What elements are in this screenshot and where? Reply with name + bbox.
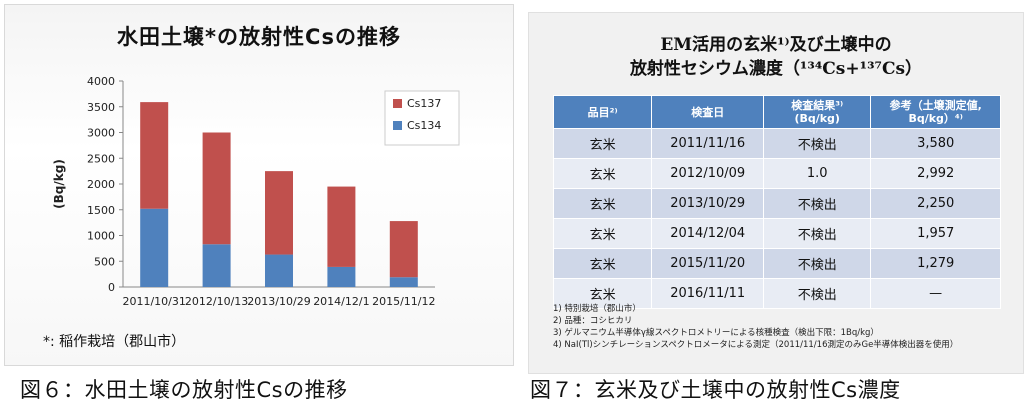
stacked-bar-chart: 0 500 1000 1500 2000 2500 3000 3500 4000 (Bq/kg) 2… — [52, 75, 460, 308]
cell-soil: 2,992 — [870, 158, 1001, 189]
chart-title: 水田土壌*の放射性Csの推移 — [117, 25, 401, 49]
left-chart-panel: 水田土壌*の放射性Csの推移 0 500 1000 1500 2000 2500 3000 3… — [4, 4, 514, 366]
header-soil: 参考（土壌測定値, Bq/kg）⁴⁾ — [870, 95, 1001, 129]
x-tick-label: 2015/11/12 — [372, 295, 435, 308]
cell-item: 玄米 — [552, 188, 653, 219]
cell-result: 1.0 — [763, 158, 872, 189]
legend-swatch — [393, 121, 402, 130]
cell-item: 玄米 — [552, 278, 653, 309]
note-4: 4) NaI(Tl)シンチレーションスペクトロメータによる測定（2011/11/… — [553, 340, 959, 350]
table-row: 玄米 2016/11/11 不検出 — — [552, 278, 1001, 309]
y-tick-label: 3000 — [87, 127, 115, 140]
cell-item: 玄米 — [552, 128, 653, 159]
y-tick-label: 500 — [94, 255, 115, 268]
legend-swatch — [393, 99, 402, 108]
bar-cs137 — [389, 221, 418, 278]
y-axis-label: (Bq/kg) — [52, 159, 66, 209]
table-row: 玄米 2011/11/16 不検出 3,580 — [552, 128, 1001, 159]
legend-label: Cs134 — [407, 119, 441, 132]
table-title: EM活用の玄米¹⁾及び土壌中の 放射性セシウム濃度（¹³⁴Cs+¹³⁷Cs） — [529, 33, 1023, 81]
bar-cs134 — [327, 266, 356, 287]
y-tick-label: 3500 — [87, 101, 115, 114]
cell-date: 2016/11/11 — [651, 278, 765, 309]
bar-cs137 — [265, 171, 293, 255]
bar-cs137 — [327, 186, 356, 267]
table-notes: 1) 特別栽培（郡山市） 2) 品種：コシヒカリ 3) ゲルマニウム半導体γ線ス… — [553, 303, 958, 351]
table-row: 玄米 2013/10/29 不検出 2,250 — [552, 188, 1001, 219]
cell-result: 不検出 — [763, 188, 872, 219]
x-tick-label: 2013/10/29 — [247, 295, 310, 308]
cell-date: 2014/12/04 — [651, 218, 765, 249]
cell-item: 玄米 — [552, 218, 653, 249]
y-tick-label: 4000 — [87, 75, 115, 88]
cell-soil: 1,957 — [870, 218, 1001, 249]
cell-soil: 1,279 — [870, 248, 1001, 279]
x-tick-label: 2012/10/13 — [185, 295, 248, 308]
chart-footnote: *: 稲作栽培（郡山市） — [43, 334, 186, 350]
note-2: 2) 品種：コシヒカリ — [553, 316, 633, 326]
note-3: 3) ゲルマニウム半導体γ線スペクトロメトリーによる核種検査（検出下限：1Bq/… — [553, 328, 879, 338]
figure6-caption: 図６：水田土壌の放射性Csの推移 — [20, 378, 348, 402]
header-date: 検査日 — [651, 95, 765, 129]
table-row: 玄米 2012/10/09 1.0 2,992 — [552, 158, 1001, 189]
table-title-line2: 放射性セシウム濃度（¹³⁴Cs+¹³⁷Cs） — [629, 59, 923, 79]
bar-cs134 — [389, 277, 418, 287]
header-item: 品目²⁾ — [552, 95, 653, 129]
bar-cs134 — [202, 244, 231, 287]
legend-label: Cs137 — [407, 97, 441, 110]
cell-result: 不検出 — [763, 218, 872, 249]
table-title-line1: EM活用の玄米¹⁾及び土壌中の — [660, 35, 892, 55]
cell-date: 2013/10/29 — [651, 188, 765, 219]
cell-result: 不検出 — [763, 128, 872, 159]
table-header-row: 品目²⁾ 検査日 検査結果³⁾ (Bq/kg) 参考（土壌測定値, Bq/kg）… — [552, 95, 1001, 129]
legend-box — [384, 90, 460, 146]
cell-date: 2015/11/20 — [651, 248, 765, 279]
y-tick-label: 1000 — [87, 230, 115, 243]
cell-result: 不検出 — [763, 248, 872, 279]
y-tick-label: 1500 — [87, 204, 115, 217]
bar-cs137 — [202, 132, 231, 245]
bar-cs134 — [140, 208, 169, 287]
table-row: 玄米 2014/12/04 不検出 1,957 — [552, 218, 1001, 249]
figure7-caption: 図７：玄米及び土壌中の放射性Cs濃度 — [530, 378, 901, 402]
results-table: 品目²⁾ 検査日 検査結果³⁾ (Bq/kg) 参考（土壌測定値, Bq/kg）… — [552, 95, 1001, 309]
y-tick-label: 0 — [108, 281, 115, 294]
bar-cs137 — [140, 102, 169, 209]
y-tick-label: 2500 — [87, 152, 115, 165]
note-1: 1) 特別栽培（郡山市） — [553, 304, 641, 314]
x-tick-label: 2014/12/1 — [313, 295, 369, 308]
x-tick-label: 2011/10/31 — [122, 295, 185, 308]
cell-soil: 2,250 — [870, 188, 1001, 219]
y-tick-label: 2000 — [87, 178, 115, 191]
header-result: 検査結果³⁾ (Bq/kg) — [763, 95, 872, 129]
cell-date: 2012/10/09 — [651, 158, 765, 189]
bar-cs134 — [265, 254, 293, 287]
cell-soil: 3,580 — [870, 128, 1001, 159]
table-row: 玄米 2015/11/20 不検出 1,279 — [552, 248, 1001, 279]
cell-soil: — — [870, 278, 1001, 309]
cell-item: 玄米 — [552, 248, 653, 279]
cell-item: 玄米 — [552, 158, 653, 189]
right-table-panel: EM活用の玄米¹⁾及び土壌中の 放射性セシウム濃度（¹³⁴Cs+¹³⁷Cs） 品… — [528, 12, 1024, 374]
cell-date: 2011/11/16 — [651, 128, 765, 159]
cell-result: 不検出 — [763, 278, 872, 309]
